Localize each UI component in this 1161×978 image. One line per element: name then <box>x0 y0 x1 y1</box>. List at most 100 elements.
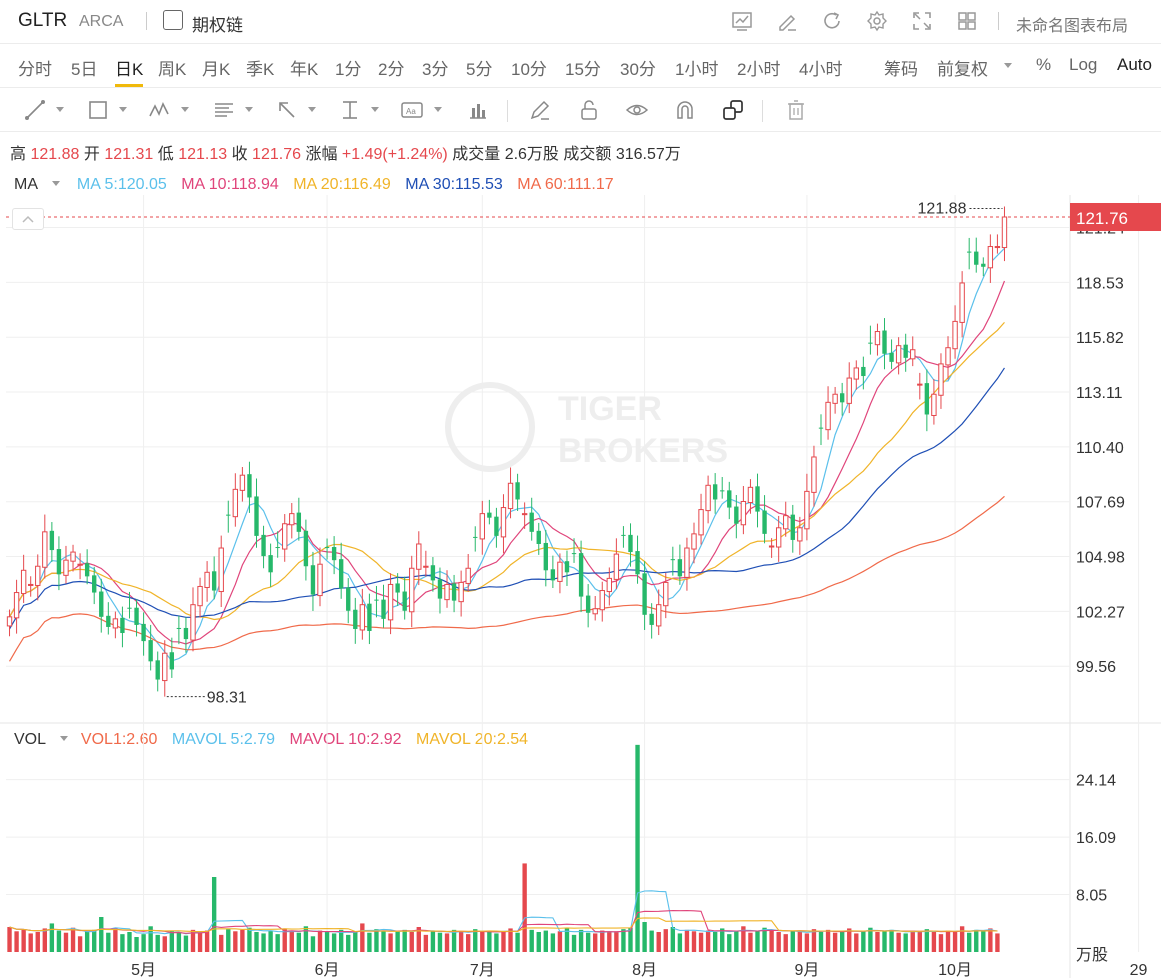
line-tool-icon[interactable] <box>23 98 47 122</box>
chevron-down-icon[interactable] <box>56 107 64 112</box>
period-tab[interactable]: 5日 <box>71 60 98 79</box>
ma-line <box>9 367 1005 630</box>
period-tab[interactable]: 5分 <box>466 60 493 79</box>
chevron-down-icon[interactable] <box>434 107 442 112</box>
period-tab[interactable]: 分时 <box>18 60 52 79</box>
option-chain-icon[interactable] <box>163 10 183 30</box>
period-tab[interactable]: 15分 <box>565 60 601 79</box>
pattern-tool-icon[interactable] <box>148 98 172 122</box>
ma-indicator-title[interactable]: MA <box>14 176 38 193</box>
price-tick-label: 115.82 <box>1076 330 1124 347</box>
refresh-icon[interactable] <box>821 10 843 32</box>
price-tick-label: 104.98 <box>1076 550 1125 567</box>
period-tab[interactable]: 2小时 <box>737 60 781 79</box>
candle-body <box>367 603 372 631</box>
period-tab-active[interactable]: 日K <box>115 60 144 79</box>
chevron-down-icon[interactable] <box>60 736 69 741</box>
candle-body <box>324 547 330 549</box>
period-tab[interactable]: 1分 <box>335 60 362 79</box>
clone-icon[interactable] <box>721 98 745 122</box>
candle-body <box>197 585 203 607</box>
svg-text:Aa: Aa <box>406 107 416 116</box>
candle-body <box>868 342 873 344</box>
volume-bar <box>797 930 803 952</box>
volume-bar <box>593 933 598 952</box>
fullscreen-icon[interactable] <box>911 10 933 32</box>
volume-bar <box>508 928 513 952</box>
volume-bar <box>882 931 887 952</box>
candle-body <box>77 563 83 566</box>
volume-bar <box>727 934 732 952</box>
candle-body <box>994 246 1001 249</box>
volume-bar <box>458 931 464 952</box>
volume-bar <box>938 934 944 952</box>
settings-icon[interactable] <box>866 10 888 32</box>
chevron-down-icon[interactable] <box>1004 63 1012 68</box>
ma-legend: MA MA 5:120.05 MA 10:118.94 MA 20:116.49… <box>14 176 624 194</box>
volume-bar <box>444 933 450 952</box>
volume-bar <box>642 922 647 952</box>
candle-body <box>515 482 520 500</box>
candle-body <box>28 583 34 586</box>
layout-name[interactable]: 未命名图表布局 <box>1016 18 1129 35</box>
period-tab[interactable]: 季K <box>246 60 275 79</box>
chevron-down-icon[interactable] <box>371 107 379 112</box>
candle-body <box>740 500 747 526</box>
option-chain-link[interactable]: 期权链 <box>192 16 243 35</box>
period-tab[interactable]: 月K <box>202 60 231 79</box>
candle-body <box>903 344 908 358</box>
chips-toggle[interactable]: 筹码 <box>884 60 918 79</box>
volume-bar <box>92 929 97 952</box>
measure-tool-icon[interactable] <box>338 98 362 122</box>
volume-bar <box>204 930 210 952</box>
period-tab[interactable]: 周K <box>158 60 187 79</box>
percent-toggle[interactable]: % <box>1036 55 1052 74</box>
grid-layout-icon[interactable] <box>956 10 978 32</box>
trash-icon[interactable] <box>784 98 808 122</box>
volume-bar <box>240 929 245 952</box>
volume-bar <box>720 928 725 952</box>
text-tool-icon[interactable]: Aa <box>400 98 424 122</box>
volume-bar <box>988 928 993 952</box>
rect-tool-icon[interactable] <box>86 98 110 122</box>
period-tab[interactable]: 年K <box>290 60 319 79</box>
fib-tool-icon[interactable] <box>212 98 236 122</box>
symbol-label[interactable]: GLTR <box>18 10 68 31</box>
volume-bar <box>338 929 344 952</box>
eye-icon[interactable] <box>625 98 649 122</box>
pen-icon[interactable] <box>528 98 552 122</box>
candle-body <box>423 565 429 568</box>
volume-bar <box>748 932 753 952</box>
period-tab[interactable]: 1小时 <box>675 60 719 79</box>
candle-body <box>13 592 20 619</box>
candle-body <box>338 559 344 589</box>
magnet-icon[interactable] <box>673 98 697 122</box>
chevron-down-icon[interactable] <box>181 107 189 112</box>
chart-type-icon[interactable] <box>731 10 753 32</box>
lock-icon[interactable] <box>577 98 601 122</box>
period-tab[interactable]: 3分 <box>422 60 449 79</box>
volume-bar <box>825 929 831 952</box>
volume-bar <box>621 929 626 952</box>
log-toggle[interactable]: Log <box>1069 55 1098 74</box>
chevron-down-icon[interactable] <box>308 107 316 112</box>
adjust-select[interactable]: 前复权 <box>937 60 988 79</box>
collapse-legend-button[interactable] <box>12 208 44 230</box>
candle-body <box>6 616 13 627</box>
chevron-down-icon[interactable] <box>119 107 127 112</box>
auto-toggle[interactable]: Auto <box>1117 55 1152 74</box>
draw-icon[interactable] <box>776 10 798 32</box>
period-tab[interactable]: 4小时 <box>799 60 843 79</box>
bar-tool-icon[interactable] <box>465 98 489 122</box>
chevron-down-icon[interactable] <box>52 181 61 186</box>
period-tab[interactable]: 2分 <box>378 60 405 79</box>
candle-body <box>127 607 132 609</box>
candle-body <box>70 551 76 562</box>
volume-unit-label: 万股 <box>1076 946 1108 964</box>
chevron-down-icon[interactable] <box>245 107 253 112</box>
vol-indicator-title[interactable]: VOL <box>14 731 47 748</box>
arrow-tool-icon[interactable] <box>275 98 299 122</box>
period-tab[interactable]: 30分 <box>620 60 656 79</box>
period-tab[interactable]: 10分 <box>511 60 547 79</box>
